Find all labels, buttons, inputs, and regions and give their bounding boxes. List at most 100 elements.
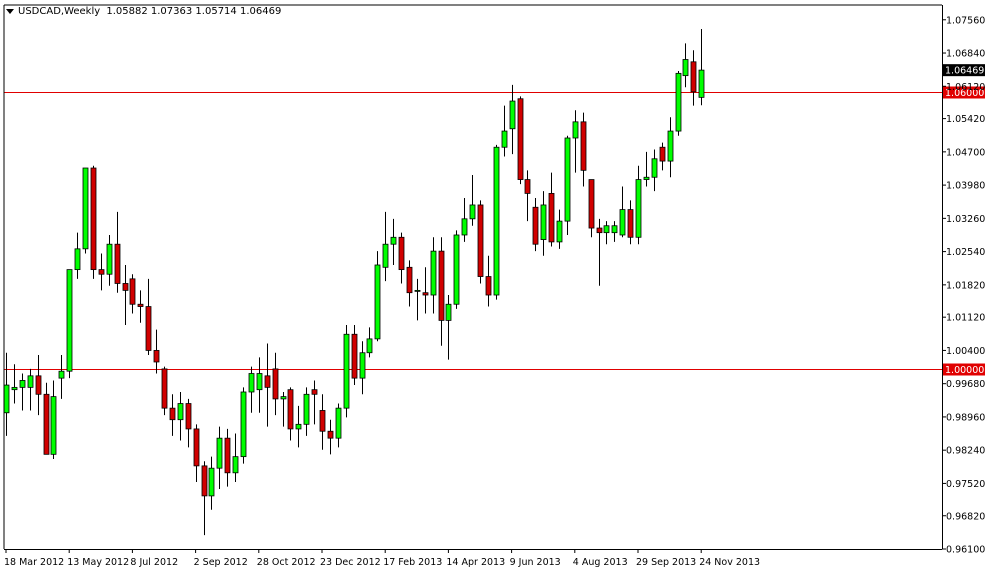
candle-body — [153, 350, 160, 363]
candle-body — [485, 276, 492, 296]
x-tick-label: 4 Aug 2013 — [573, 557, 628, 568]
bear-candle — [35, 355, 42, 416]
candle-body — [390, 236, 397, 245]
y-tick-label: 1.00400 — [946, 346, 985, 357]
bull-candle — [280, 391, 287, 427]
candle-body — [564, 137, 571, 222]
bear-candle — [153, 329, 160, 374]
x-tick-label: 13 May 2012 — [67, 557, 129, 568]
x-tick-label: 18 Mar 2012 — [4, 557, 64, 568]
candle-body — [145, 306, 152, 351]
candle-body — [224, 437, 231, 474]
candle-body — [351, 333, 358, 379]
bull-candle — [453, 230, 460, 309]
bear-candle — [122, 264, 129, 326]
bull-candle — [572, 110, 579, 173]
bull-candle — [469, 174, 476, 226]
bull-candle — [58, 355, 65, 399]
candle-body — [517, 98, 524, 180]
y-tick-label: 1.06840 — [946, 49, 985, 60]
candle-body — [572, 121, 579, 139]
bear-candle — [438, 237, 445, 346]
bull-candle — [556, 209, 563, 249]
bear-candle — [264, 343, 271, 427]
candle-body — [603, 225, 610, 234]
x-tick-label: 24 Nov 2013 — [699, 557, 760, 568]
candle-body — [264, 375, 271, 388]
bear-candle — [485, 255, 492, 307]
bear-candle — [627, 200, 634, 245]
bear-candle — [351, 325, 358, 386]
bull-candle — [232, 433, 239, 483]
y-tick-label: 1.03260 — [946, 214, 985, 225]
bear-candle — [272, 352, 279, 416]
bear-candle — [311, 380, 318, 425]
candle-body — [248, 373, 255, 393]
candle-body — [106, 243, 113, 275]
bull-candle — [177, 391, 184, 441]
bear-candle — [659, 142, 666, 171]
bull-candle — [240, 387, 247, 464]
candle-body — [509, 100, 516, 130]
x-tick-label: 8 Jul 2012 — [130, 557, 178, 568]
y-tick-label: 1.01820 — [946, 280, 985, 291]
candle-body — [524, 179, 531, 194]
candle-body — [445, 303, 452, 321]
candle-body — [114, 243, 121, 284]
candle-body — [137, 303, 144, 307]
candle-body — [635, 179, 642, 238]
candle-body — [256, 373, 263, 391]
candle-body — [461, 218, 468, 236]
bear-candle — [287, 387, 294, 441]
bull-candle — [611, 221, 618, 242]
bull-candle — [461, 198, 468, 242]
candle-body — [11, 386, 18, 391]
candle-body — [335, 407, 342, 439]
candle-body — [540, 204, 547, 240]
bull-candle — [248, 366, 255, 413]
candle-body — [556, 220, 563, 243]
bull-candle — [667, 117, 674, 178]
bear-candle — [524, 170, 531, 222]
bear-candle — [129, 274, 136, 314]
x-tick-label: 17 Feb 2013 — [383, 557, 442, 568]
bear-candle — [477, 200, 484, 284]
bull-candle — [19, 373, 26, 411]
bull-candle — [50, 380, 57, 459]
x-tick-label: 9 Jun 2013 — [510, 557, 561, 568]
candle-body — [90, 167, 97, 271]
bull-candle — [66, 269, 73, 379]
bear-candle — [548, 172, 555, 247]
bear-candle — [319, 394, 326, 450]
y-tick-label: 0.98240 — [946, 446, 985, 457]
y-tick-label: 1.05420 — [946, 114, 985, 125]
candle-body — [161, 368, 168, 409]
bear-candle — [193, 424, 200, 483]
bear-candle — [327, 419, 334, 455]
candle-body — [580, 121, 587, 171]
candle-body — [280, 396, 287, 400]
y-tick-label: 0.98960 — [946, 412, 985, 423]
bear-candle — [422, 267, 429, 314]
bull-candle — [82, 167, 89, 254]
candle-body — [129, 278, 136, 305]
chevron-down-icon[interactable] — [6, 8, 14, 14]
bull-candle — [445, 295, 452, 360]
candle-body — [698, 69, 705, 98]
candle-body — [240, 391, 247, 458]
candle-body — [588, 179, 595, 229]
candle-body — [35, 375, 42, 395]
candle-body — [327, 430, 334, 439]
candle-body — [74, 248, 81, 271]
candle-body — [477, 204, 484, 277]
candle-body — [596, 227, 603, 234]
bear-candle — [398, 232, 405, 284]
candle-body — [382, 243, 389, 268]
candle-body — [659, 146, 666, 162]
bull-candle — [11, 364, 18, 404]
candle-body — [374, 264, 381, 340]
candle-body — [169, 407, 176, 421]
bull-candle — [359, 341, 366, 395]
